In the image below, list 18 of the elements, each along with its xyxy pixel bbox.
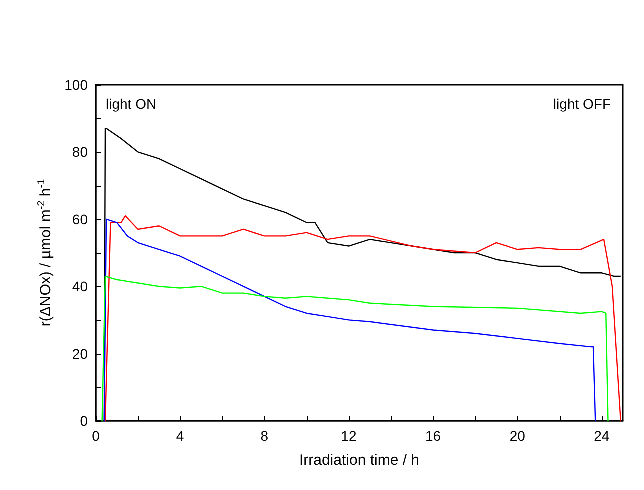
annotation: light ON xyxy=(106,96,157,112)
y-tick-label: 40 xyxy=(72,278,88,295)
y-tick-label: 20 xyxy=(72,346,88,362)
x-tick-label: 4 xyxy=(176,428,184,444)
x-tick-label: 8 xyxy=(260,428,269,444)
y-tick-label: 60 xyxy=(72,211,88,228)
line-series xyxy=(102,276,609,422)
y-axis-title: r(ΔNOx) / µmol m-2 h-1 xyxy=(36,178,55,327)
x-tick-label: 16 xyxy=(425,428,442,444)
annotation: light OFF xyxy=(553,96,612,112)
x-tick-label: 0 xyxy=(92,428,100,444)
x-axis-title: Irradiation time / h xyxy=(299,452,420,469)
x-tick-label: 12 xyxy=(341,428,357,444)
x-tick-label: 20 xyxy=(510,428,526,444)
y-tick-label: 80 xyxy=(72,144,88,160)
x-tick-label: 24 xyxy=(594,428,610,444)
y-tick-label: 0 xyxy=(80,413,88,429)
y-tick-label: 100 xyxy=(64,77,88,93)
